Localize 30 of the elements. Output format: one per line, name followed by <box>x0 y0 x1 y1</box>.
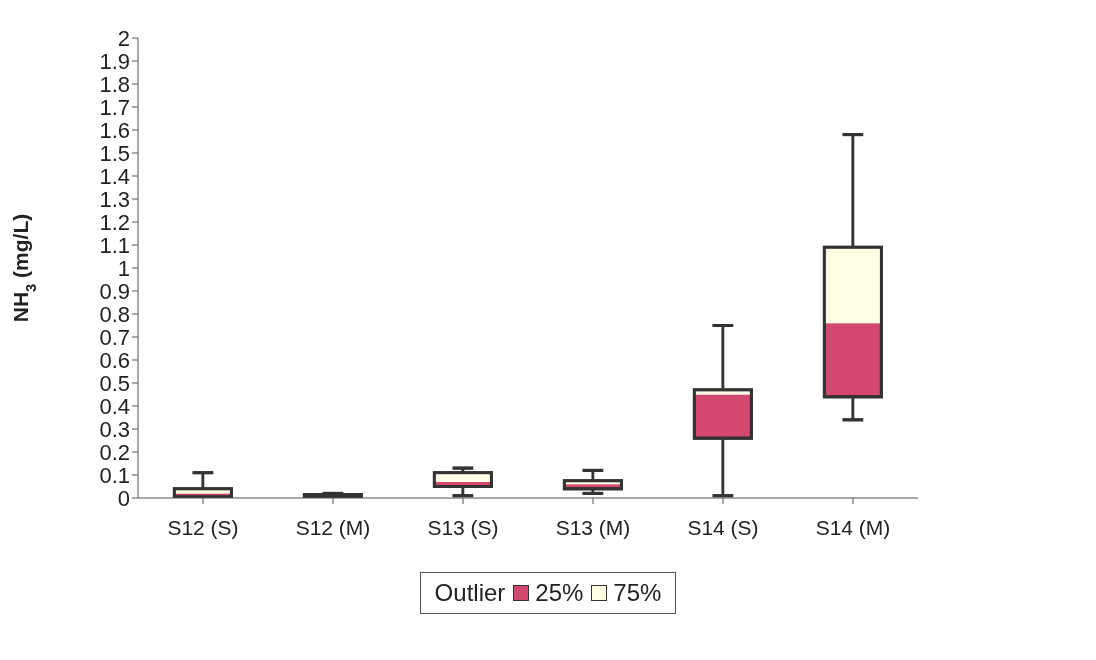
y-tick-label: 1.2 <box>99 209 130 235</box>
x-tick-label: S13 (S) <box>427 515 499 539</box>
y-tick-label: 0.7 <box>99 324 130 350</box>
y-tick-label: 0.3 <box>99 416 130 442</box>
y-tick-label: 1.5 <box>99 140 130 166</box>
y-tick-label: 0.9 <box>99 278 130 304</box>
y-tick-label: 1.4 <box>99 163 130 189</box>
y-tick-label: 0.4 <box>99 393 130 419</box>
y-tick-label: 0.1 <box>99 462 130 488</box>
y-tick-label: 1.8 <box>99 71 130 97</box>
y-tick-label: 0.8 <box>99 301 130 327</box>
y-tick-label: 2 <box>117 25 130 51</box>
x-tick-label: S14 (M) <box>815 515 891 539</box>
y-tick-label: 1 <box>117 255 130 281</box>
x-tick-label: S14 (S) <box>687 515 759 539</box>
y-tick-label: 1.3 <box>99 186 130 212</box>
y-tick-label: 1.1 <box>99 232 130 258</box>
legend-label: 75% <box>613 579 662 607</box>
text: Outlier <box>434 579 506 607</box>
x-tick-label: S12 (S) <box>167 515 239 539</box>
x-tick-label: S13 (M) <box>555 515 631 539</box>
y-tick-label: 0.2 <box>99 439 130 465</box>
y-tick-label: 1.7 <box>99 94 130 120</box>
y-tick-label: 1.6 <box>99 117 130 143</box>
y-tick-label: 0.6 <box>99 347 130 373</box>
y-tick-label: 1.9 <box>99 48 130 74</box>
legend-label: 25% <box>535 579 584 607</box>
x-tick-label: S12 (M) <box>295 515 371 539</box>
y-tick-label: 0 <box>117 485 130 511</box>
y-tick-label: 0.5 <box>99 370 130 396</box>
